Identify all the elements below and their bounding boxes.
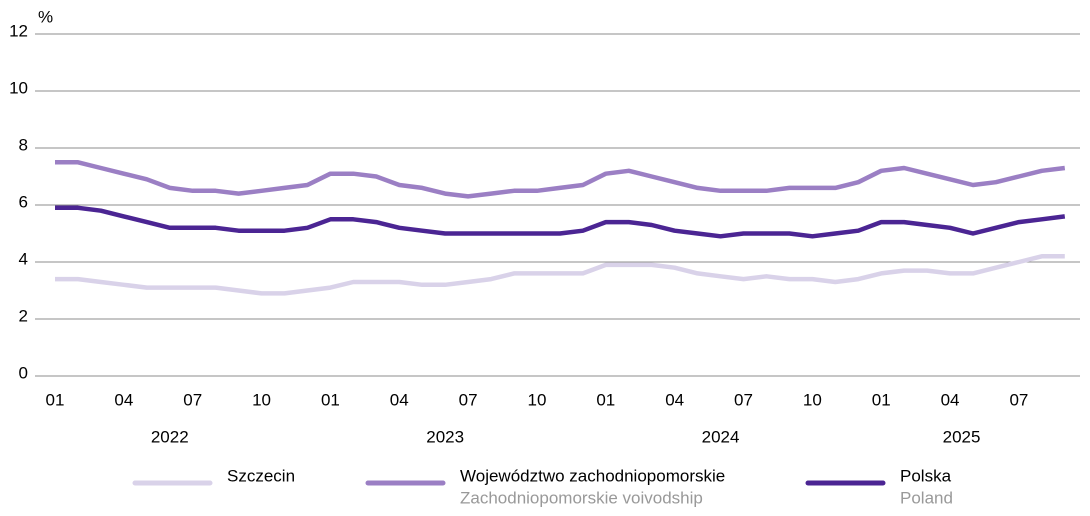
y-axis-unit: % (38, 7, 53, 26)
x-tick-label: 10 (527, 390, 546, 409)
x-tick-label: 07 (183, 390, 202, 409)
year-label: 2022 (151, 427, 189, 446)
x-tick-label: 04 (665, 390, 684, 409)
y-tick-label: 4 (19, 249, 28, 268)
legend-label-en: Zachodniopomorskie voivodship (460, 488, 703, 507)
legend-label: Polska (900, 466, 952, 485)
x-tick-label: 04 (390, 390, 409, 409)
x-tick-label: 04 (941, 390, 960, 409)
y-tick-label: 10 (9, 78, 28, 97)
y-tick-label: 0 (19, 363, 28, 382)
y-tick-label: 2 (19, 306, 28, 325)
year-label: 2024 (702, 427, 740, 446)
x-tick-label: 07 (1009, 390, 1028, 409)
year-label: 2025 (943, 427, 981, 446)
x-tick-label: 07 (734, 390, 753, 409)
x-tick-label: 10 (252, 390, 271, 409)
y-tick-label: 12 (9, 21, 28, 40)
x-tick-label: 10 (803, 390, 822, 409)
series-line (55, 160, 1066, 199)
y-tick-label: 6 (19, 192, 28, 211)
legend-label: Województwo zachodniopomorskie (460, 466, 725, 485)
year-label: 2023 (426, 427, 464, 446)
legend-label-en: Poland (900, 488, 953, 507)
x-tick-label: 01 (46, 390, 65, 409)
series-line (55, 254, 1065, 296)
x-tick-label: 01 (321, 390, 340, 409)
x-tick-label: 01 (596, 390, 615, 409)
x-tick-label: 07 (459, 390, 478, 409)
x-tick-label: 01 (872, 390, 891, 409)
y-tick-label: 8 (19, 135, 28, 154)
legend-label: Szczecin (227, 466, 295, 485)
series-line (55, 205, 1066, 239)
x-tick-label: 04 (114, 390, 133, 409)
